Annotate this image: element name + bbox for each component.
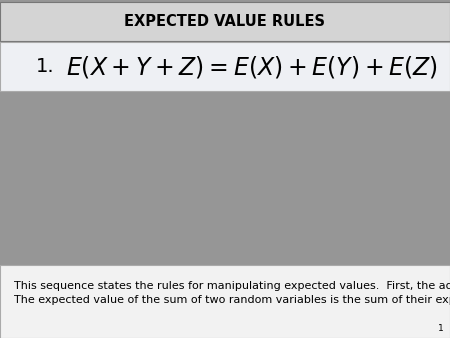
Text: 1.: 1. bbox=[36, 57, 54, 76]
Bar bbox=[0, 265, 450, 338]
Text: EXPECTED VALUE RULES: EXPECTED VALUE RULES bbox=[125, 14, 325, 29]
Bar bbox=[0, 42, 450, 91]
Bar bbox=[0, 2, 450, 41]
Text: $E(X+Y+Z)=E(X)+E(Y)+E(Z)$: $E(X+Y+Z)=E(X)+E(Y)+E(Z)$ bbox=[66, 54, 438, 80]
Text: This sequence states the rules for manipulating expected values.  First, the add: This sequence states the rules for manip… bbox=[14, 281, 450, 305]
Text: 1: 1 bbox=[437, 324, 443, 333]
